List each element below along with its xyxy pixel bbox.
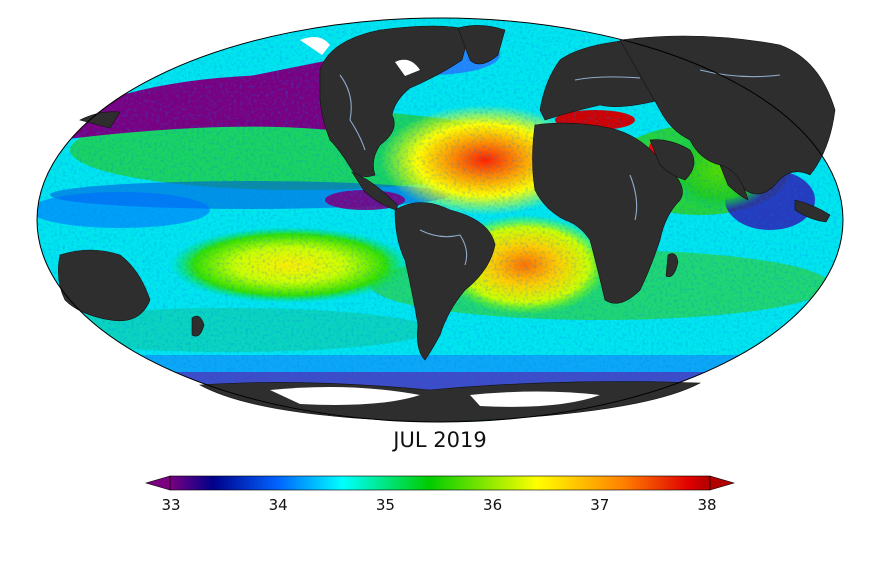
colorbar-tick-label: 38	[697, 496, 717, 514]
colorbar	[144, 475, 736, 491]
colorbar-tick-label: 34	[268, 496, 288, 514]
colorbar-extend-low	[144, 475, 171, 491]
colorbar-tick-label: 35	[375, 496, 395, 514]
greenland	[457, 25, 506, 65]
map-title: JUL 2019	[393, 428, 487, 452]
rivers	[339, 69, 781, 266]
colorbar-tick-label: 37	[590, 496, 610, 514]
south-america	[394, 202, 496, 361]
colorbar-extend-high	[709, 475, 736, 491]
colorbar-tick-label: 36	[483, 496, 503, 514]
australia	[58, 249, 151, 322]
north-america	[319, 25, 471, 177]
colorbar-tick-label: 33	[161, 496, 181, 514]
map-border	[36, 17, 844, 423]
nodata-areas	[270, 36, 600, 407]
africa	[532, 122, 683, 304]
asia	[619, 35, 836, 195]
land-masses	[58, 25, 836, 423]
colorbar-gradient	[169, 475, 711, 491]
